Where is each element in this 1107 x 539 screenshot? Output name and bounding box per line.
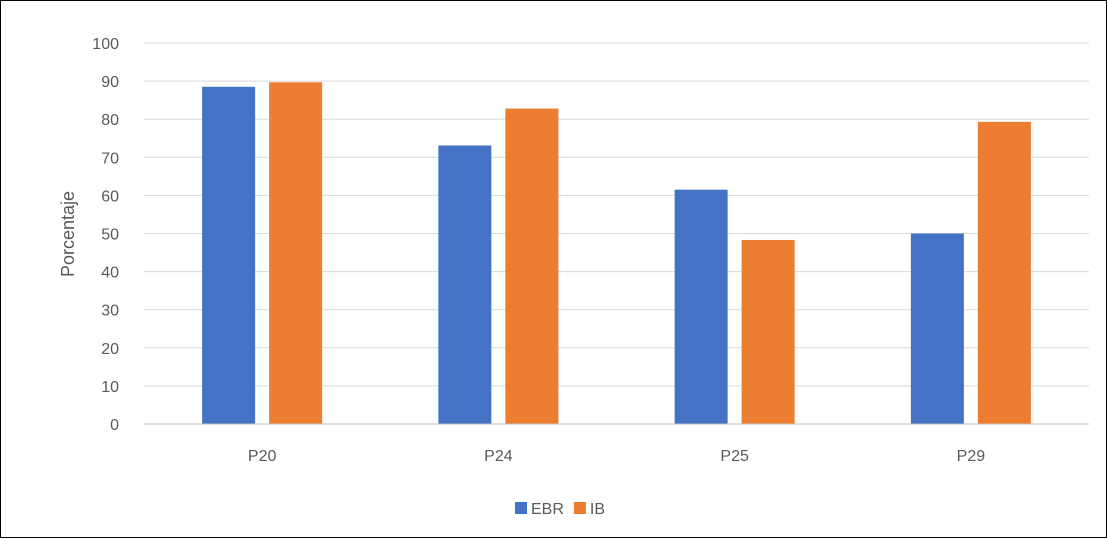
legend-label-ebr: EBR [531, 501, 564, 518]
bar-ib-p25 [741, 239, 795, 424]
y-tick-label: 10 [101, 379, 119, 396]
x-tick-label: P25 [720, 448, 749, 465]
legend: EBR IB [515, 501, 605, 518]
y-tick-label: 100 [92, 36, 119, 53]
x-tick-label: P29 [957, 448, 986, 465]
bar-ib-p20 [269, 82, 323, 425]
y-tick-label: 80 [101, 112, 119, 129]
y-axis-title: Porcentaje [58, 191, 78, 277]
bar-ebr-p25 [674, 189, 728, 424]
y-axis-ticks: 0 10 20 30 40 50 60 70 80 90 100 [92, 36, 119, 434]
x-axis-ticks: P20 P24 P25 P29 [248, 448, 985, 465]
y-tick-label: 90 [101, 74, 119, 91]
legend-swatch-ebr [515, 502, 527, 514]
x-tick-label: P20 [248, 448, 277, 465]
y-tick-label: 50 [101, 227, 119, 244]
y-tick-label: 40 [101, 265, 119, 282]
y-tick-label: 70 [101, 150, 119, 167]
bar-ebr-p24 [438, 145, 492, 424]
x-tick-label: P24 [484, 448, 513, 465]
bar-ebr-p20 [202, 86, 256, 424]
legend-label-ib: IB [590, 501, 605, 518]
bar-ib-p29 [977, 121, 1031, 424]
y-tick-label: 30 [101, 303, 119, 320]
legend-swatch-ib [573, 502, 586, 514]
bar-ebr-p29 [910, 233, 964, 424]
bars [202, 82, 1031, 425]
y-tick-label: 20 [101, 341, 119, 358]
y-tick-label: 60 [101, 188, 119, 205]
bar-ib-p24 [505, 108, 559, 425]
y-tick-label: 0 [110, 417, 119, 434]
